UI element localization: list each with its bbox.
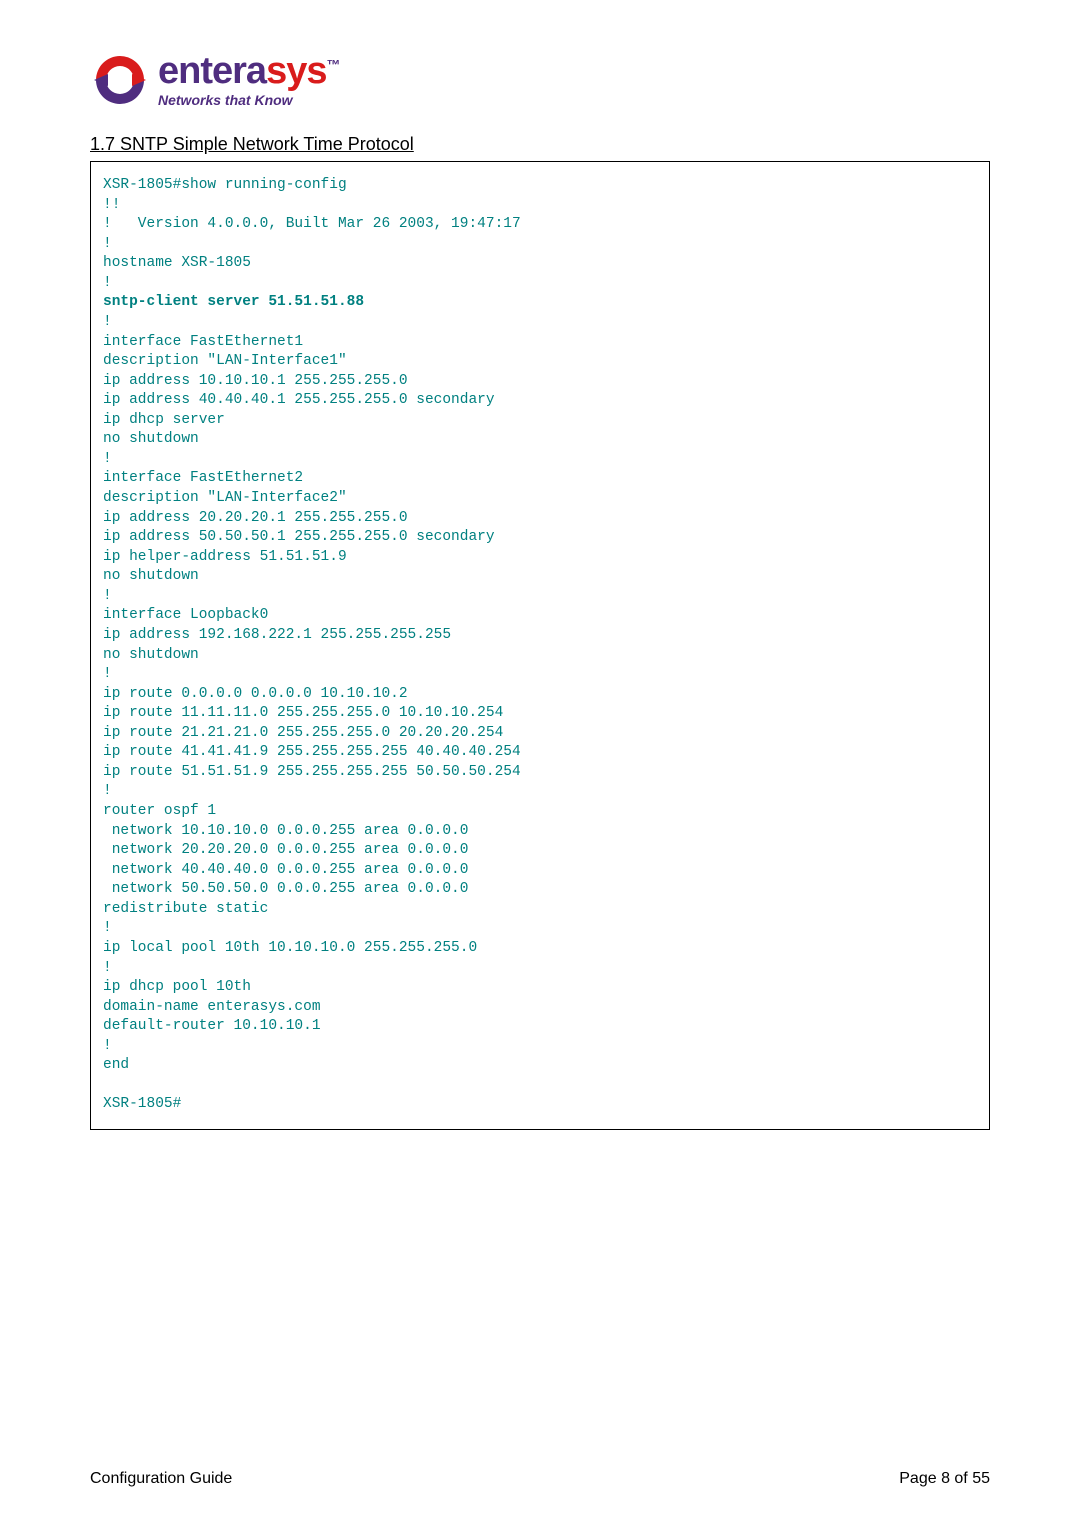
config-line: XSR-1805# <box>103 1096 181 1112</box>
logo-swoosh-icon <box>90 50 150 110</box>
logo-name: enterasys™ <box>158 52 339 90</box>
config-line: ip local pool 10th 10.10.10.0 255.255.25… <box>103 940 477 956</box>
config-line: ! <box>103 451 112 467</box>
footer-left: Configuration Guide <box>90 1470 232 1488</box>
config-line: ip address 10.10.10.1 255.255.255.0 <box>103 373 408 389</box>
config-line: hostname XSR-1805 <box>103 255 251 271</box>
config-line: interface FastEthernet1 <box>103 334 303 350</box>
config-line: domain-name enterasys.com <box>103 999 321 1015</box>
logo-text: enterasys™ Networks that Know <box>158 52 339 108</box>
config-output: XSR-1805#show running-config !! ! Versio… <box>90 161 990 1130</box>
config-line: interface FastEthernet2 <box>103 470 303 486</box>
page-container: enterasys™ Networks that Know 1.7 SNTP S… <box>0 0 1080 1528</box>
config-line: no shutdown <box>103 647 199 663</box>
config-line: XSR-1805#show running-config <box>103 177 347 193</box>
config-line: ip address 20.20.20.1 255.255.255.0 <box>103 510 408 526</box>
config-line-highlighted: sntp-client server 51.51.51.88 <box>103 294 364 310</box>
config-line: interface Loopback0 <box>103 607 268 623</box>
config-line: description "LAN-Interface2" <box>103 490 347 506</box>
config-line: ! <box>103 236 112 252</box>
config-line: ! <box>103 275 112 291</box>
logo: enterasys™ Networks that Know <box>90 50 990 110</box>
section-title: 1.7 SNTP Simple Network Time Protocol <box>90 134 990 155</box>
config-line: network 40.40.40.0 0.0.0.255 area 0.0.0.… <box>103 862 468 878</box>
config-line: ip address 40.40.40.1 255.255.255.0 seco… <box>103 392 495 408</box>
config-line: ip dhcp pool 10th <box>103 979 251 995</box>
config-line: ! <box>103 588 112 604</box>
config-line: network 10.10.10.0 0.0.0.255 area 0.0.0.… <box>103 823 468 839</box>
config-line: ! <box>103 314 112 330</box>
config-line: no shutdown <box>103 568 199 584</box>
config-line: network 20.20.20.0 0.0.0.255 area 0.0.0.… <box>103 842 468 858</box>
config-line: network 50.50.50.0 0.0.0.255 area 0.0.0.… <box>103 881 468 897</box>
footer-right: Page 8 of 55 <box>899 1470 990 1488</box>
config-line: redistribute static <box>103 901 268 917</box>
config-line: ip route 21.21.21.0 255.255.255.0 20.20.… <box>103 725 503 741</box>
logo-name-part2: sys <box>266 50 326 92</box>
config-line: no shutdown <box>103 431 199 447</box>
config-line: ip route 0.0.0.0 0.0.0.0 10.10.10.2 <box>103 686 408 702</box>
config-line: ip address 50.50.50.1 255.255.255.0 seco… <box>103 529 495 545</box>
config-line: ip address 192.168.222.1 255.255.255.255 <box>103 627 451 643</box>
config-line: ip helper-address 51.51.51.9 <box>103 549 347 565</box>
config-line: default-router 10.10.10.1 <box>103 1018 321 1034</box>
config-line: end <box>103 1057 129 1073</box>
config-line: ! <box>103 920 112 936</box>
config-line: router ospf 1 <box>103 803 216 819</box>
config-line: ! <box>103 960 112 976</box>
config-line: ! Version 4.0.0.0, Built Mar 26 2003, 19… <box>103 216 521 232</box>
config-line: ip dhcp server <box>103 412 225 428</box>
config-line: ! <box>103 666 112 682</box>
logo-tm: ™ <box>326 56 339 72</box>
page-footer: Configuration Guide Page 8 of 55 <box>90 1470 990 1488</box>
config-line: !! <box>103 197 120 213</box>
config-line: ip route 51.51.51.9 255.255.255.255 50.5… <box>103 764 521 780</box>
config-line: description "LAN-Interface1" <box>103 353 347 369</box>
logo-name-part1: entera <box>158 50 266 92</box>
config-line: ! <box>103 1038 112 1054</box>
config-line: ! <box>103 783 112 799</box>
config-line: ip route 41.41.41.9 255.255.255.255 40.4… <box>103 744 521 760</box>
config-line: ip route 11.11.11.0 255.255.255.0 10.10.… <box>103 705 503 721</box>
logo-tagline: Networks that Know <box>158 92 339 108</box>
